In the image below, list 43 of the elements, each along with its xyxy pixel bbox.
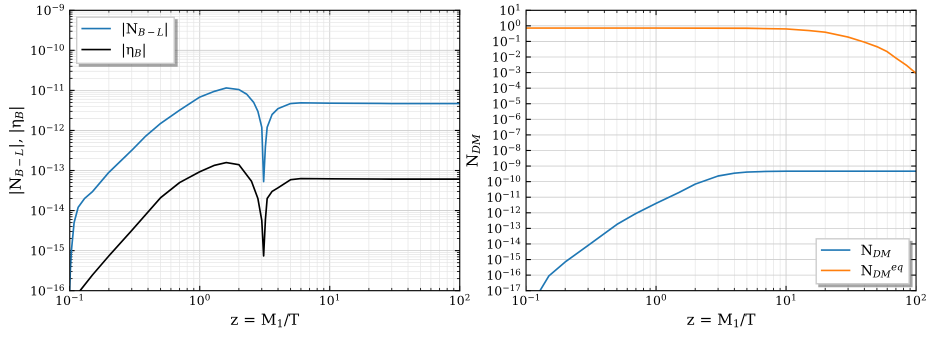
legend-label: N$_{DM}$$^{eq}$ xyxy=(861,265,903,278)
y-tick-label: 10$^{−10}$ xyxy=(488,175,520,186)
y-tick-label: 10$^{−17}$ xyxy=(488,284,520,296)
y-tick-label: 10$^{−3}$ xyxy=(493,66,520,78)
y-tick-label: 10$^{−12}$ xyxy=(32,124,64,136)
x-tick-label: 10$^{1}$ xyxy=(776,294,796,306)
x-tick-label: 10$^{2}$ xyxy=(906,294,926,306)
y-tick-label: 10$^{−13}$ xyxy=(32,164,64,176)
y-tick-label: 10$^{−7}$ xyxy=(493,128,520,140)
y-tick-label: 10$^{−13}$ xyxy=(488,222,520,234)
x-tick-label: 10$^{−1}$ xyxy=(512,294,540,306)
legend-label: |η$_{B}$| xyxy=(122,44,145,58)
y-tick-label: 10$^{−1}$ xyxy=(493,35,520,46)
y-tick-label: 10$^{0}$ xyxy=(500,19,520,31)
y-tick-label: 10$^{−14}$ xyxy=(32,204,64,216)
x-tick-label: 10$^{0}$ xyxy=(190,294,210,306)
x-tick-label: 10$^{−1}$ xyxy=(56,294,83,306)
y-tick-label: 10$^{−5}$ xyxy=(493,97,520,109)
x-axis-title: z = M$_{1}$/T xyxy=(230,314,300,328)
y-tick-label: 10$^{−15}$ xyxy=(488,253,520,264)
x-tick-label: 10$^{1}$ xyxy=(320,294,340,306)
legend-label: N$_{DM}$ xyxy=(861,244,891,258)
y-tick-label: 10$^{−11}$ xyxy=(32,84,64,96)
y-tick-label: 10$^{−9}$ xyxy=(493,160,520,171)
x-axis-title: z = M$_{1}$/T xyxy=(687,314,756,328)
x-tick-label: 10$^{2}$ xyxy=(450,294,470,306)
y-tick-label: 10$^{−8}$ xyxy=(493,144,520,156)
y-tick-label: 10$^{1}$ xyxy=(500,4,520,16)
y-tick-label: 10$^{−16}$ xyxy=(488,268,520,280)
y-tick-label: 10$^{−10}$ xyxy=(32,44,64,56)
legend-label: |N$_{B−L}$| xyxy=(122,22,167,37)
y-tick-label: 10$^{−4}$ xyxy=(493,82,520,93)
y-tick-label: 10$^{−11}$ xyxy=(488,190,520,202)
y-tick-label: 10$^{−15}$ xyxy=(32,244,64,256)
x-tick-label: 10$^{0}$ xyxy=(646,294,666,306)
y-tick-label: 10$^{−12}$ xyxy=(488,206,520,218)
y-tick-label: 10$^{−2}$ xyxy=(493,50,520,62)
y-tick-label: 10$^{−9}$ xyxy=(37,4,64,16)
y-axis-title: N$_{DM}$ xyxy=(466,134,480,166)
y-axis-title: |N$_{B−L}$|, |η$_{B}$| xyxy=(9,108,24,194)
y-tick-label: 10$^{−6}$ xyxy=(493,112,520,124)
y-tick-label: 10$^{−16}$ xyxy=(32,284,64,296)
y-tick-label: 10$^{−14}$ xyxy=(488,238,520,249)
